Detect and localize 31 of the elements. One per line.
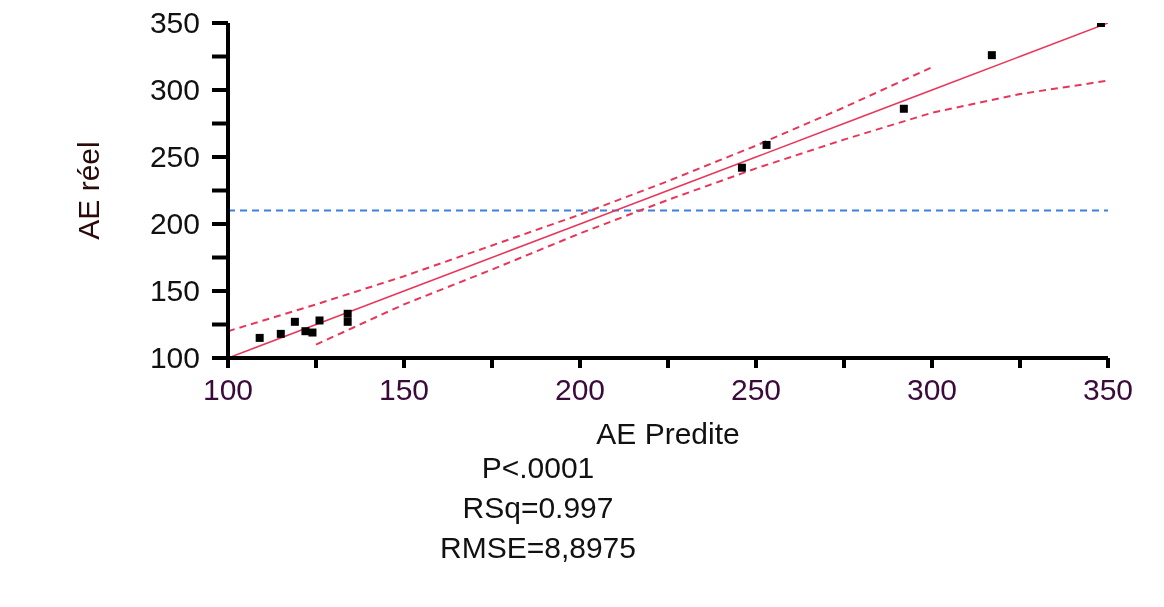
y-tick-label: 200 (149, 207, 200, 240)
text: RSq=0.997 (461, 490, 615, 526)
x-tick-label: 200 (554, 373, 606, 406)
line-series (228, 66, 933, 333)
text: RMSE=8,8975 (439, 530, 637, 566)
text: P<.0001 (481, 451, 595, 484)
point (899, 104, 908, 113)
y-tick-label: 250 (149, 140, 200, 173)
point (308, 328, 317, 337)
point (290, 317, 299, 326)
x-tick-label: 350 (1082, 373, 1134, 406)
point (343, 309, 352, 318)
x-tick-label: 100 (202, 373, 254, 406)
point (762, 140, 771, 149)
y-axis-title: AE réel (71, 141, 105, 240)
y-tick-label: 300 (149, 73, 200, 106)
y-tick-label: 350 (149, 6, 200, 39)
y-tick-label: 150 (149, 274, 200, 307)
point (301, 327, 310, 336)
x-tick-label: 300 (906, 373, 958, 406)
x-tick-label: 150 (378, 373, 430, 406)
x-axis-title: AE Predite (596, 417, 740, 450)
line-series (315, 79, 1108, 346)
point (255, 333, 264, 342)
point (987, 51, 996, 60)
point (737, 163, 746, 172)
point (276, 329, 285, 338)
point (343, 317, 352, 326)
point (315, 316, 324, 325)
x-tick-label: 250 (730, 373, 782, 406)
y-tick-label: 100 (149, 341, 200, 374)
